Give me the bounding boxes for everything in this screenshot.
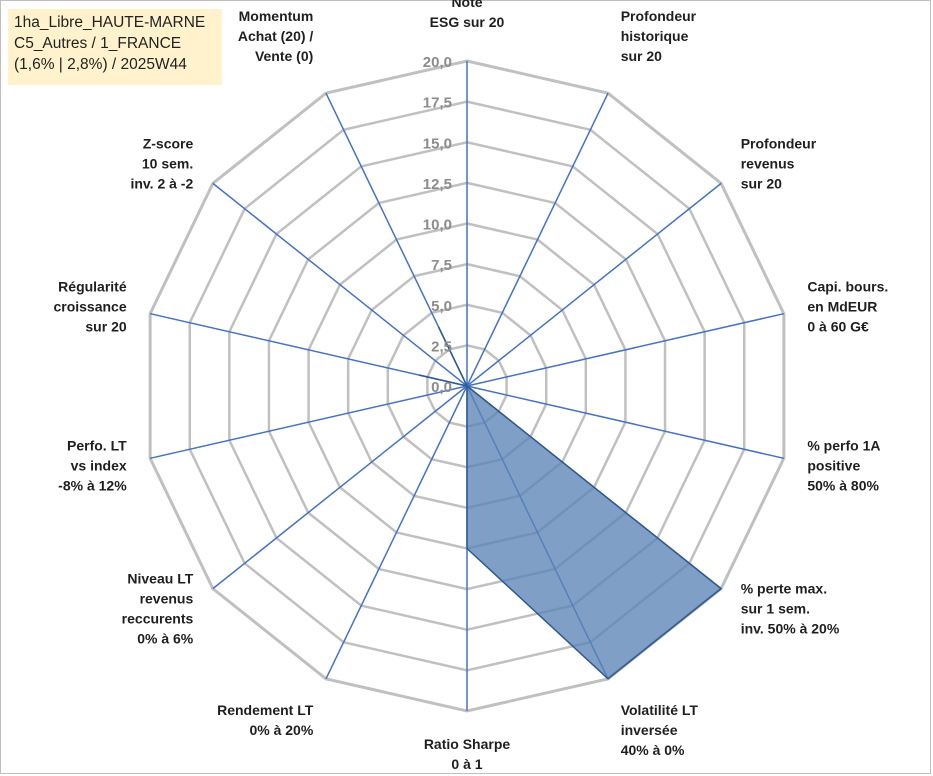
- spoke-12: [212, 182, 468, 387]
- spoke-3: [466, 312, 785, 387]
- axis-label-9-line-1: revenus: [140, 591, 194, 607]
- tick-label-7: 17,5: [423, 95, 452, 112]
- axis-label-2-line-2: sur 20: [741, 175, 782, 191]
- axis-label-10-line-1: vs index: [71, 457, 127, 473]
- axis-label-4-line-1: positive: [807, 457, 860, 473]
- info-box: 1ha_Libre_HAUTE-MARNE C5_Autres / 1_FRAN…: [8, 9, 222, 85]
- axis-label-12-line-1: 10 sem.: [142, 155, 193, 171]
- axis-label-8-line-0: Rendement LT: [217, 702, 314, 718]
- axis-label-1: Profondeur historique sur 20: [621, 8, 697, 64]
- axis-label-10-line-2: -8% à 12%: [58, 477, 127, 493]
- axis-label-11-line-0: Régularité: [58, 279, 127, 295]
- axis-label-8-line-1: 0% à 20%: [249, 722, 313, 738]
- axis-label-11-line-2: sur 20: [85, 319, 126, 335]
- tick-label-0: 0,0: [431, 379, 452, 396]
- tick-label-4: 10,0: [423, 217, 452, 234]
- info-line-3: (1,6% | 2,8%) / 2025W44: [14, 56, 187, 73]
- axis-label-3-line-1: en MdEUR: [807, 299, 877, 315]
- info-line-1: 1ha_Libre_HAUTE-MARNE: [14, 14, 206, 31]
- axis-label-0: Note ESG sur 20: [430, 0, 505, 30]
- axis-label-1-line-2: sur 20: [621, 48, 662, 64]
- axis-label-6: Volatilité LT inversée 40% à 0%: [621, 702, 699, 758]
- axis-label-8: Rendement LT 0% à 20%: [217, 702, 314, 738]
- axis-label-2-line-1: revenus: [741, 155, 795, 171]
- spoke-layer: [149, 61, 785, 711]
- axis-label-0-line-0: Note: [451, 0, 482, 10]
- axis-label-4: % perfo 1A positive 50% à 80%: [807, 437, 880, 493]
- tick-label-3: 7,5: [431, 257, 452, 274]
- axis-label-3: Capi. bours. en MdEUR 0 à 60 G€: [807, 279, 888, 335]
- axis-label-5-line-1: sur 1 sem.: [741, 601, 810, 617]
- axis-label-9: Niveau LT revenus reccurents 0% à 6%: [122, 571, 194, 647]
- tick-layer: 0,0 2,5 5,0 7,5 10,0 12,5 15,0 17,5 20,0: [423, 54, 452, 396]
- axis-label-9-line-0: Niveau LT: [127, 571, 193, 587]
- axis-label-7-line-0: Ratio Sharpe: [424, 736, 511, 752]
- axis-label-6-line-2: 40% à 0%: [621, 742, 685, 758]
- axis-label-13-line-0: Momentum: [239, 8, 314, 24]
- axis-label-2-line-0: Profondeur: [741, 135, 817, 151]
- tick-label-5: 12,5: [423, 176, 452, 193]
- axis-label-5: % perte max. sur 1 sem. inv. 50% à 20%: [741, 581, 840, 637]
- spoke-4: [466, 385, 785, 460]
- info-line-2: C5_Autres / 1_FRANCE: [14, 35, 182, 52]
- axis-label-6-line-0: Volatilité LT: [621, 702, 699, 718]
- spoke-11: [149, 312, 468, 387]
- series-area-0: [418, 326, 722, 680]
- axis-label-1-line-0: Profondeur: [621, 8, 697, 24]
- axis-label-2: Profondeur revenus sur 20: [741, 135, 817, 191]
- axis-label-7-line-1: 0 à 1: [451, 756, 482, 772]
- spoke-2: [466, 182, 722, 387]
- axis-label-12-line-0: Z-score: [143, 135, 194, 151]
- axis-label-13: Momentum Achat (20) / Vente (0): [238, 8, 314, 64]
- axis-label-10-line-0: Perfo. LT: [67, 437, 127, 453]
- axis-label-4-line-2: 50% à 80%: [807, 477, 879, 493]
- axis-label-layer: Note ESG sur 20 Profondeur historique sur 20…: [53, 0, 888, 772]
- tick-label-2: 5,0: [431, 298, 452, 315]
- axis-label-12-line-2: inv. 2 à -2: [130, 175, 193, 191]
- axis-label-11: Régularité croissance sur 20: [53, 279, 126, 335]
- series-layer: [418, 326, 722, 680]
- tick-label-8: 20,0: [423, 54, 452, 71]
- axis-label-11-line-1: croissance: [53, 299, 126, 315]
- spoke-1: [466, 92, 609, 387]
- spoke-8: [325, 385, 468, 680]
- axis-label-1-line-1: historique: [621, 28, 689, 44]
- axis-label-10: Perfo. LT vs index -8% à 12%: [58, 437, 127, 493]
- axis-label-6-line-1: inversée: [621, 722, 678, 738]
- spoke-10: [149, 385, 468, 460]
- axis-label-12: Z-score 10 sem. inv. 2 à -2: [130, 135, 193, 191]
- axis-label-0-line-1: ESG sur 20: [430, 14, 505, 30]
- axis-label-7: Ratio Sharpe 0 à 1: [424, 736, 511, 772]
- axis-label-5-line-2: inv. 50% à 20%: [741, 621, 840, 637]
- axis-label-4-line-0: % perfo 1A: [807, 437, 880, 453]
- tick-label-6: 15,0: [423, 135, 452, 152]
- axis-label-13-line-2: Vente (0): [255, 48, 313, 64]
- spoke-9: [212, 385, 468, 590]
- axis-label-13-line-1: Achat (20) /: [238, 28, 314, 44]
- axis-label-5-line-0: % perte max.: [741, 581, 827, 597]
- axis-label-9-line-3: 0% à 6%: [137, 631, 194, 647]
- axis-label-3-line-0: Capi. bours.: [807, 279, 888, 295]
- tick-label-1: 2,5: [431, 338, 452, 355]
- axis-label-3-line-2: 0 à 60 G€: [807, 319, 869, 335]
- axis-label-9-line-2: reccurents: [122, 611, 194, 627]
